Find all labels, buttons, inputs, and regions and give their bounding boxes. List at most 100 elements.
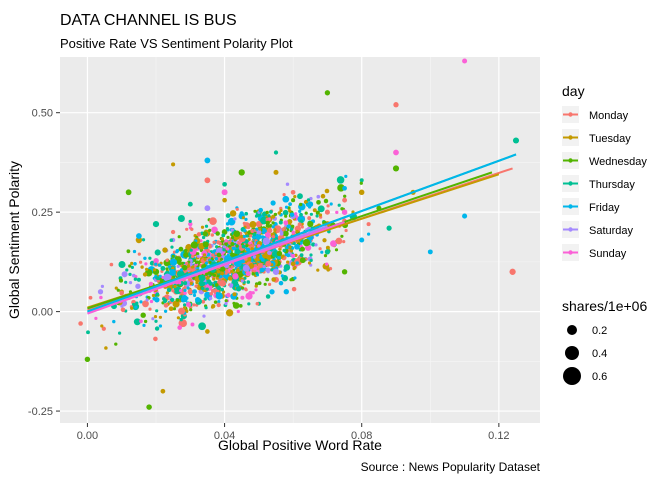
- data-point-wednesday: [238, 270, 243, 274]
- data-point-wednesday: [177, 235, 181, 239]
- data-point-thursday: [141, 238, 146, 242]
- data-point-tuesday: [160, 388, 166, 394]
- data-point-saturday: [252, 255, 257, 259]
- data-point-sunday: [240, 295, 245, 300]
- data-point-tuesday: [322, 238, 327, 243]
- data-point-friday: [163, 309, 168, 313]
- data-point-sunday: [251, 291, 255, 295]
- data-point-sunday: [153, 258, 159, 264]
- data-point-monday: [196, 232, 202, 237]
- data-point-friday: [154, 297, 160, 303]
- data-point-thursday: [309, 253, 313, 257]
- data-point-friday: [179, 268, 184, 272]
- data-point-saturday: [242, 264, 250, 272]
- data-point-sunday: [330, 240, 337, 247]
- data-point-sunday: [245, 271, 251, 277]
- data-point-wednesday: [284, 214, 288, 218]
- legend-label-monday: Monday: [589, 110, 629, 122]
- data-point-friday: [180, 296, 187, 303]
- data-point-thursday: [133, 277, 138, 281]
- data-point-tuesday: [229, 210, 237, 217]
- data-point-monday: [216, 302, 221, 308]
- data-point-thursday: [222, 181, 227, 187]
- data-point-monday: [300, 225, 304, 229]
- data-point-sunday: [325, 262, 329, 266]
- data-point-friday: [280, 274, 284, 278]
- data-point-tuesday: [318, 213, 323, 217]
- data-point-sunday: [283, 220, 289, 226]
- data-point-saturday: [176, 264, 180, 268]
- data-point-monday: [142, 300, 149, 308]
- data-point-monday: [255, 220, 263, 228]
- data-point-friday: [294, 243, 300, 250]
- data-point-friday: [227, 217, 236, 226]
- data-point-thursday: [163, 299, 167, 304]
- data-point-wednesday: [175, 298, 180, 302]
- data-point-wednesday: [226, 235, 230, 240]
- data-point-monday: [120, 307, 126, 313]
- data-point-thursday: [244, 211, 249, 216]
- data-point-thursday: [265, 294, 271, 299]
- data-point-thursday: [311, 242, 316, 247]
- data-point-friday: [367, 232, 371, 236]
- data-point-friday: [244, 217, 248, 222]
- data-point-monday: [255, 302, 260, 306]
- data-point-friday: [154, 262, 158, 266]
- y-axis-label: Global Sentiment Polarity: [6, 161, 22, 319]
- data-point-saturday: [262, 237, 271, 245]
- data-point-wednesday: [213, 300, 218, 304]
- data-point-saturday: [208, 296, 213, 300]
- data-point-wednesday: [205, 272, 209, 276]
- data-point-friday: [285, 245, 289, 250]
- data-point-wednesday: [340, 234, 344, 238]
- data-point-friday: [204, 157, 211, 164]
- data-point-friday: [298, 209, 302, 214]
- data-point-saturday: [215, 247, 224, 255]
- data-point-saturday: [229, 284, 233, 288]
- data-point-wednesday: [208, 228, 212, 233]
- data-point-friday: [136, 233, 142, 239]
- color-legend-title: day: [562, 83, 585, 99]
- data-point-tuesday: [288, 209, 292, 213]
- legend-label-saturday: Saturday: [589, 225, 634, 237]
- data-point-wednesday: [266, 224, 270, 228]
- data-point-monday: [190, 254, 195, 259]
- data-point-friday: [284, 205, 289, 209]
- data-point-tuesday: [271, 277, 276, 282]
- data-point-tuesday: [202, 253, 207, 257]
- data-point-wednesday: [215, 283, 219, 287]
- data-point-sunday: [185, 301, 192, 308]
- data-point-friday: [243, 229, 247, 233]
- data-point-sunday: [177, 325, 183, 330]
- data-point-thursday: [155, 309, 159, 313]
- data-point-monday: [204, 177, 211, 184]
- data-point-wednesday: [240, 286, 245, 290]
- data-point-thursday: [386, 225, 392, 231]
- data-point-thursday: [160, 265, 166, 271]
- data-point-thursday: [124, 280, 128, 284]
- data-point-thursday: [221, 233, 226, 238]
- data-point-wednesday: [224, 299, 228, 303]
- data-point-thursday: [292, 241, 296, 246]
- data-point-friday: [183, 288, 187, 293]
- data-point-monday: [211, 253, 215, 257]
- data-point-monday: [185, 227, 189, 231]
- data-point-saturday: [279, 231, 284, 236]
- data-point-wednesday: [359, 181, 363, 185]
- data-point-monday: [342, 239, 346, 244]
- data-point-thursday: [170, 245, 174, 249]
- data-point-monday: [138, 260, 143, 264]
- chart-subtitle: Positive Rate VS Sentiment Polarity Plot: [60, 36, 293, 51]
- data-point-friday: [167, 265, 171, 269]
- data-point-tuesday: [279, 208, 283, 213]
- size-key-0.6: [563, 367, 581, 385]
- data-point-thursday: [204, 306, 208, 310]
- x-tick-label: 0.08: [351, 430, 372, 442]
- data-point-sunday: [294, 212, 298, 216]
- data-point-friday: [344, 174, 348, 178]
- data-point-wednesday: [118, 278, 124, 283]
- data-point-monday: [253, 263, 258, 268]
- data-point-tuesday: [258, 227, 262, 231]
- data-point-thursday: [269, 210, 273, 214]
- data-point-monday: [119, 290, 124, 296]
